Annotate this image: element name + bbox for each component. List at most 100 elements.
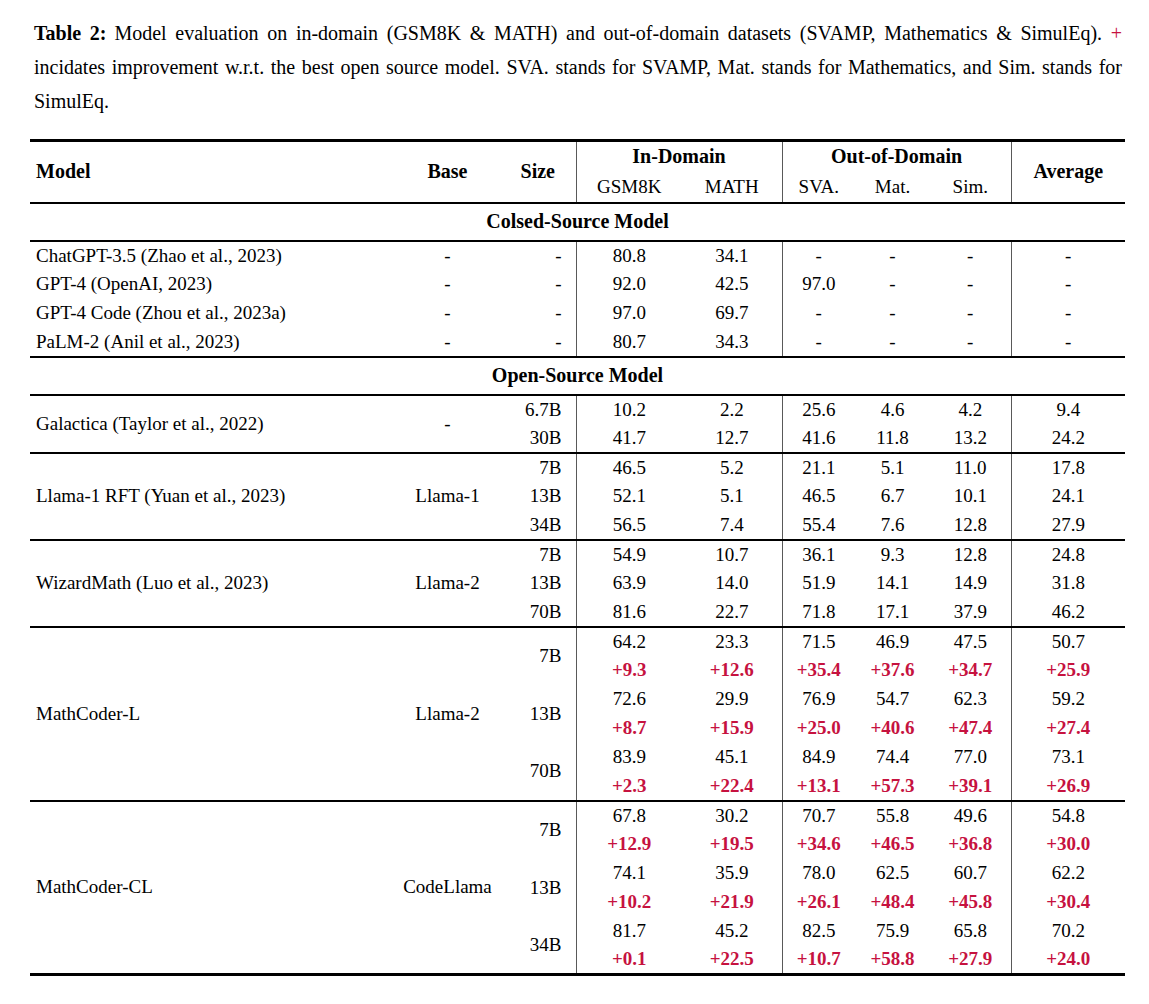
cell-math: 2.2 <box>682 395 782 424</box>
cell-sva: 41.6 <box>782 424 855 453</box>
col-header-sim: Sim. <box>930 172 1011 203</box>
cell-sim: 47.5 <box>930 627 1011 656</box>
section-header: Colsed-Source Model <box>30 203 1125 241</box>
cell-sva: 55.4 <box>782 511 855 540</box>
cell-base: - <box>395 299 500 328</box>
cell-sva: 78.0 <box>782 859 855 888</box>
cell-gsm8k: 41.7 <box>576 424 682 453</box>
cell-average-delta: +30.0 <box>1011 830 1125 859</box>
cell-model: GPT-4 (OpenAI, 2023) <box>30 270 395 299</box>
col-header-base: Base <box>395 141 500 203</box>
cell-model: Galactica (Taylor et al., 2022) <box>30 395 395 453</box>
table-row: MathCoder-CLCodeLlama7B67.830.270.755.84… <box>30 801 1125 830</box>
header-row-groups: Model Base Size In-Domain Out-of-Domain … <box>30 141 1125 172</box>
cell-mat: 14.1 <box>855 569 930 598</box>
cell-gsm8k: 81.6 <box>576 598 682 627</box>
cell-math: 69.7 <box>682 299 782 328</box>
cell-math-delta: +15.9 <box>682 714 782 743</box>
cell-base: - <box>395 328 500 357</box>
cell-gsm8k: 80.8 <box>576 241 682 270</box>
cell-gsm8k: 54.9 <box>576 540 682 569</box>
cell-mat-delta: +57.3 <box>855 772 930 801</box>
table-row: GPT-4 (OpenAI, 2023)--92.042.597.0--- <box>30 270 1125 299</box>
cell-size: 70B <box>500 598 576 627</box>
cell-base: - <box>395 241 500 270</box>
cell-math: 30.2 <box>682 801 782 830</box>
cell-mat-delta: +48.4 <box>855 888 930 917</box>
cell-sva: 82.5 <box>782 917 855 946</box>
col-header-gsm8k: GSM8K <box>576 172 682 203</box>
cell-model: PaLM-2 (Anil et al., 2023) <box>30 328 395 357</box>
section-header-row: Open-Source Model <box>30 357 1125 395</box>
cell-average-delta: +26.9 <box>1011 772 1125 801</box>
cell-average: 24.8 <box>1011 540 1125 569</box>
cell-gsm8k: 81.7 <box>576 917 682 946</box>
cell-gsm8k: 46.5 <box>576 453 682 482</box>
cell-math-delta: +22.4 <box>682 772 782 801</box>
cell-math: 34.1 <box>682 241 782 270</box>
cell-average: 24.1 <box>1011 482 1125 511</box>
cell-math-delta: +22.5 <box>682 946 782 975</box>
cell-average: - <box>1011 241 1125 270</box>
cell-average: 27.9 <box>1011 511 1125 540</box>
col-header-mat: Mat. <box>855 172 930 203</box>
col-header-math: MATH <box>682 172 782 203</box>
cell-sim: 10.1 <box>930 482 1011 511</box>
col-header-out-of-domain: Out-of-Domain <box>782 141 1011 172</box>
cell-sva: 25.6 <box>782 395 855 424</box>
cell-sim-delta: +45.8 <box>930 888 1011 917</box>
cell-mat: 46.9 <box>855 627 930 656</box>
table-body: Colsed-Source ModelChatGPT-3.5 (Zhao et … <box>30 203 1125 975</box>
cell-average: 62.2 <box>1011 859 1125 888</box>
cell-sva: 70.7 <box>782 801 855 830</box>
cell-sva-delta: +13.1 <box>782 772 855 801</box>
cell-base: - <box>395 395 500 453</box>
cell-mat-delta: +46.5 <box>855 830 930 859</box>
cell-gsm8k: 97.0 <box>576 299 682 328</box>
cell-sva: 71.8 <box>782 598 855 627</box>
cell-sim-delta: +36.8 <box>930 830 1011 859</box>
cell-average: 54.8 <box>1011 801 1125 830</box>
table-row: PaLM-2 (Anil et al., 2023)--80.734.3---- <box>30 328 1125 357</box>
cell-math: 23.3 <box>682 627 782 656</box>
cell-mat: 7.6 <box>855 511 930 540</box>
col-header-in-domain: In-Domain <box>576 141 782 172</box>
cell-math: 7.4 <box>682 511 782 540</box>
cell-size: - <box>500 241 576 270</box>
cell-average: 24.2 <box>1011 424 1125 453</box>
caption-label: Table 2: <box>34 22 106 44</box>
cell-math: 5.1 <box>682 482 782 511</box>
cell-gsm8k-delta: +0.1 <box>576 946 682 975</box>
cell-mat: 75.9 <box>855 917 930 946</box>
cell-mat: 9.3 <box>855 540 930 569</box>
cell-base: - <box>395 270 500 299</box>
section-header: Open-Source Model <box>30 357 1125 395</box>
cell-math-delta: +12.6 <box>682 656 782 685</box>
cell-sim: 14.9 <box>930 569 1011 598</box>
cell-math: 34.3 <box>682 328 782 357</box>
cell-mat: - <box>855 270 930 299</box>
cell-math: 10.7 <box>682 540 782 569</box>
cell-average: - <box>1011 299 1125 328</box>
cell-math: 22.7 <box>682 598 782 627</box>
cell-mat-delta: +58.8 <box>855 946 930 975</box>
cell-gsm8k: 52.1 <box>576 482 682 511</box>
cell-mat: 4.6 <box>855 395 930 424</box>
cell-base: Llama-2 <box>395 540 500 627</box>
table-row: GPT-4 Code (Zhou et al., 2023a)--97.069.… <box>30 299 1125 328</box>
cell-mat: 62.5 <box>855 859 930 888</box>
caption-plus-sign: + <box>1111 22 1122 44</box>
cell-mat: 55.8 <box>855 801 930 830</box>
cell-gsm8k: 67.8 <box>576 801 682 830</box>
cell-size: 7B <box>500 540 576 569</box>
cell-gsm8k: 72.6 <box>576 685 682 714</box>
cell-size: 30B <box>500 424 576 453</box>
cell-gsm8k: 80.7 <box>576 328 682 357</box>
cell-sva-delta: +25.0 <box>782 714 855 743</box>
table-header: Model Base Size In-Domain Out-of-Domain … <box>30 141 1125 203</box>
cell-sva-delta: +34.6 <box>782 830 855 859</box>
cell-average: 46.2 <box>1011 598 1125 627</box>
cell-model: WizardMath (Luo et al., 2023) <box>30 540 395 627</box>
cell-sim: - <box>930 328 1011 357</box>
table-row: ChatGPT-3.5 (Zhao et al., 2023)--80.834.… <box>30 241 1125 270</box>
